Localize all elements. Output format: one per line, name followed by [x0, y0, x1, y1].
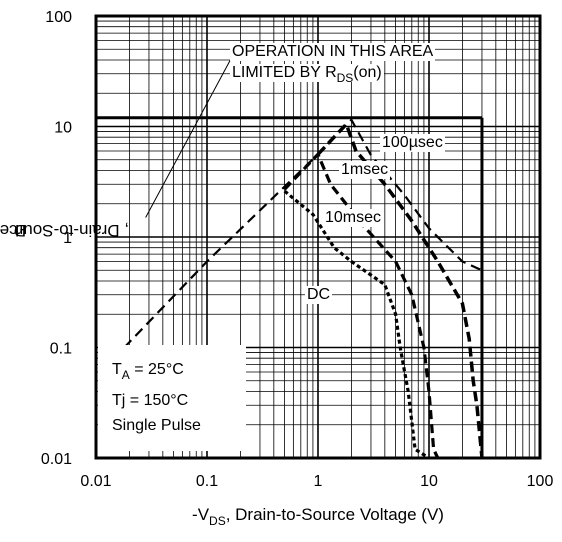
annotation-leader-line: [145, 54, 234, 218]
annotation-rds-line2: LIMITED BY RDS(on): [230, 64, 384, 85]
series-line-2: [283, 151, 440, 459]
grid-lines: [95, 16, 540, 459]
y-tick-label: 100: [45, 9, 72, 26]
x-tick-label: 0.1: [196, 473, 218, 490]
series-label-100usec: 100µsec: [380, 134, 445, 152]
condition-pulse: Single Pulse: [112, 417, 201, 434]
x-tick-label: 1: [314, 473, 323, 490]
annotation-rds-line1: OPERATION IN THIS AREA: [230, 43, 436, 61]
limit-lines: [96, 116, 484, 458]
tick-labels: 0.01 0.1 1 10 100 100 10 1 0.1 0.01: [41, 9, 554, 490]
y-tick-label: 0.01: [41, 451, 72, 468]
conditions-box: TA = 25°C Tj = 150°C Single Pulse: [98, 345, 246, 451]
x-tick-label: 10: [420, 473, 438, 490]
y-tick-label: 1: [63, 230, 72, 247]
y-tick-label: 10: [54, 120, 72, 137]
series-label-1msec: 1msec: [339, 161, 391, 179]
x-tick-label: 100: [527, 473, 554, 490]
series-line-0: [123, 117, 483, 349]
condition-tj: Tj = 150°C: [112, 392, 189, 409]
series-line-1: [316, 120, 484, 459]
y-tick-label: 0.1: [50, 341, 72, 358]
series-label-10msec: 10msec: [323, 209, 384, 227]
condition-ta: TA = 25°C: [112, 361, 184, 382]
series-label-dc: DC: [305, 286, 333, 304]
series-line-3: [283, 189, 430, 460]
x-axis-title: -VDS, Drain-to-Source Voltage (V): [192, 505, 444, 528]
series-curves: [123, 117, 484, 460]
y-axis-title: -ID, Drain-to-Source Current (A): [0, 221, 130, 240]
plot-frame: [94, 14, 542, 460]
x-tick-label: 0.01: [80, 473, 111, 490]
